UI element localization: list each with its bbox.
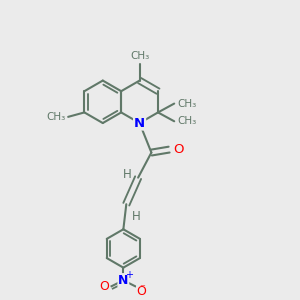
Text: N: N — [134, 117, 145, 130]
Text: ⁻: ⁻ — [140, 284, 146, 294]
Text: N: N — [118, 274, 128, 287]
Text: CH₃: CH₃ — [130, 51, 149, 61]
Text: H: H — [132, 209, 141, 223]
Text: CH₃: CH₃ — [177, 116, 196, 126]
Text: O: O — [136, 285, 146, 298]
Text: O: O — [173, 143, 184, 156]
Text: O: O — [99, 280, 109, 293]
Text: H: H — [123, 168, 132, 181]
Text: CH₃: CH₃ — [46, 112, 66, 122]
Text: CH₃: CH₃ — [177, 99, 196, 109]
Text: +: + — [125, 270, 133, 280]
